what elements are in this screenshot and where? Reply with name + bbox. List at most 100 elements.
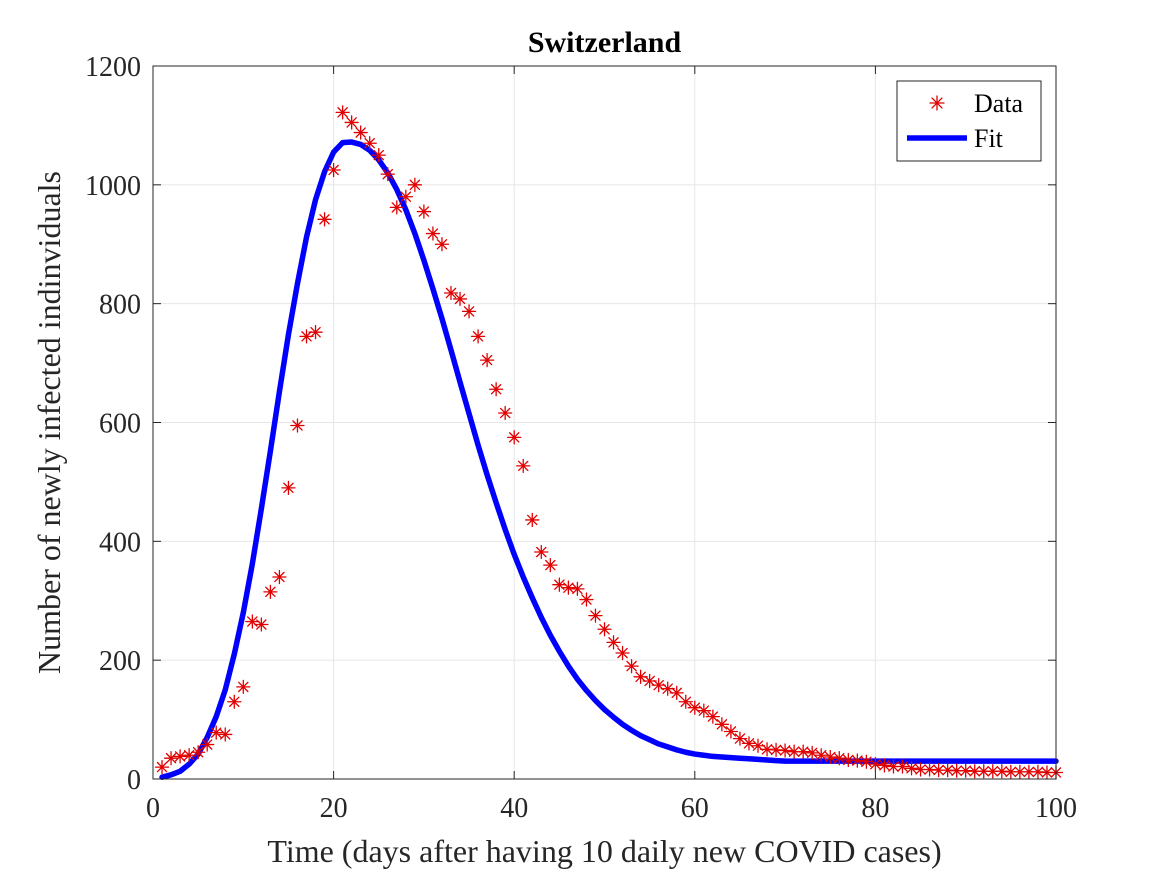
data-point bbox=[543, 557, 558, 573]
data-point bbox=[353, 125, 368, 140]
data-point bbox=[227, 694, 242, 709]
data-point bbox=[759, 742, 775, 757]
data-point bbox=[922, 762, 937, 777]
data-point bbox=[290, 418, 305, 433]
data-point bbox=[1030, 764, 1046, 780]
data-point bbox=[172, 749, 188, 764]
data-point bbox=[371, 147, 386, 163]
data-point bbox=[940, 762, 955, 778]
data-point bbox=[606, 635, 621, 650]
data-point bbox=[281, 480, 296, 496]
data-point bbox=[552, 577, 567, 592]
data-point bbox=[272, 569, 287, 585]
data-point bbox=[479, 352, 495, 368]
data-point bbox=[236, 679, 251, 695]
data-point bbox=[190, 745, 206, 760]
data-point bbox=[461, 304, 477, 319]
data-point bbox=[823, 749, 838, 765]
data-point bbox=[615, 645, 630, 661]
chart-title: Switzerland bbox=[528, 26, 682, 59]
data-point bbox=[1021, 764, 1037, 780]
data-point bbox=[832, 751, 847, 766]
data-point bbox=[913, 762, 928, 777]
data-point bbox=[732, 731, 748, 746]
data-point bbox=[407, 177, 423, 192]
legend: Data Fit bbox=[896, 80, 1042, 162]
data-point bbox=[362, 136, 377, 151]
data-point bbox=[633, 669, 648, 684]
legend-fit-label: Fit bbox=[974, 124, 1004, 153]
data-point bbox=[344, 115, 359, 130]
data-point bbox=[895, 759, 910, 774]
x-tick-label: 0 bbox=[146, 793, 160, 824]
data-point bbox=[588, 608, 603, 623]
data-series bbox=[154, 105, 1064, 780]
data-point bbox=[416, 204, 432, 219]
data-point bbox=[470, 329, 486, 344]
data-point bbox=[877, 758, 892, 773]
x-axis-title: Time (days after having 10 daily new COV… bbox=[267, 833, 941, 869]
data-point bbox=[814, 748, 829, 763]
data-point bbox=[154, 759, 170, 775]
data-point bbox=[181, 748, 197, 763]
data-point bbox=[326, 162, 341, 178]
x-tick-label: 60 bbox=[681, 793, 709, 824]
data-point bbox=[561, 580, 576, 595]
legend-data-marker bbox=[929, 95, 945, 111]
grid bbox=[152, 65, 1057, 780]
data-point bbox=[904, 761, 919, 776]
data-point bbox=[452, 291, 468, 307]
x-tick-label: 80 bbox=[861, 793, 889, 824]
data-point bbox=[678, 694, 693, 709]
x-tick-label: 40 bbox=[500, 793, 528, 824]
y-tick-label: 600 bbox=[99, 409, 141, 440]
data-point bbox=[705, 709, 721, 724]
data-point bbox=[868, 756, 883, 772]
data-point bbox=[723, 724, 739, 739]
data-point bbox=[263, 584, 278, 599]
data-point bbox=[335, 105, 350, 120]
data-point bbox=[741, 736, 757, 751]
data-point bbox=[714, 717, 730, 732]
data-point bbox=[425, 226, 441, 241]
data-point bbox=[687, 700, 702, 715]
data-point bbox=[488, 382, 504, 397]
data-point bbox=[398, 189, 413, 204]
data-point bbox=[498, 405, 513, 421]
data-point bbox=[209, 725, 224, 740]
data-point bbox=[200, 737, 215, 752]
data-point bbox=[958, 763, 973, 778]
data-point bbox=[597, 622, 612, 637]
data-point bbox=[859, 754, 874, 769]
y-tick-label: 400 bbox=[99, 527, 141, 558]
data-point bbox=[389, 200, 404, 215]
data-point bbox=[579, 592, 594, 607]
data-point bbox=[380, 166, 395, 182]
x-tick-label: 100 bbox=[1035, 793, 1077, 824]
fit-line bbox=[159, 139, 1059, 780]
y-tick-label: 0 bbox=[127, 765, 141, 796]
data-point bbox=[534, 544, 549, 560]
data-point bbox=[642, 673, 657, 689]
data-point bbox=[525, 512, 540, 528]
data-point bbox=[696, 703, 711, 718]
data-point bbox=[507, 430, 522, 445]
data-point bbox=[805, 745, 820, 761]
data-point bbox=[317, 212, 332, 227]
y-tick-label: 1200 bbox=[85, 52, 141, 83]
data-point bbox=[308, 325, 323, 340]
data-point bbox=[245, 614, 260, 629]
y-tick-label: 1000 bbox=[85, 171, 141, 202]
data-point bbox=[516, 458, 531, 474]
data-point bbox=[434, 237, 450, 252]
fit-series bbox=[159, 139, 1059, 780]
x-tick-label: 20 bbox=[320, 793, 348, 824]
data-point bbox=[624, 658, 639, 674]
data-point bbox=[796, 744, 811, 759]
legend-marker-asterisk bbox=[929, 95, 945, 111]
data-point bbox=[443, 285, 459, 301]
data-point bbox=[163, 751, 179, 766]
legend-box bbox=[896, 80, 1042, 162]
